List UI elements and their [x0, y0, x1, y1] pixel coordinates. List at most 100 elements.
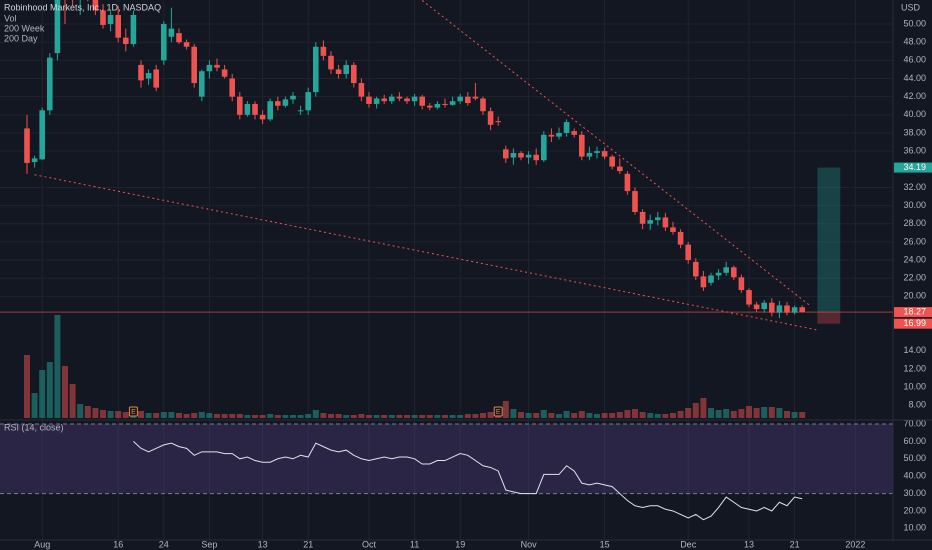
- volume-bar: [632, 409, 638, 418]
- candle-body: [753, 304, 760, 310]
- volume-bar: [259, 415, 266, 418]
- candle-body: [351, 64, 357, 84]
- candle-body: [100, 10, 106, 25]
- candle-body: [639, 211, 646, 224]
- candle-body: [586, 152, 593, 157]
- volume-bar: [480, 413, 486, 418]
- candle-body: [259, 114, 266, 120]
- candle-body: [54, 0, 61, 54]
- volume-bar: [335, 414, 342, 418]
- volume-bar: [624, 410, 631, 418]
- y-tick-label: 48.00: [903, 37, 926, 47]
- volume-bar: [221, 414, 228, 418]
- y-tick-label: 14.00: [903, 345, 926, 355]
- candle-body: [389, 96, 395, 102]
- candle-body: [267, 101, 273, 120]
- volume-bar: [282, 415, 289, 418]
- x-tick-label: 21: [790, 539, 800, 549]
- candle-body: [579, 134, 585, 157]
- volume-bar: [601, 413, 608, 418]
- volume-bar: [381, 415, 388, 418]
- volume-bar: [715, 410, 722, 418]
- volume-bar: [685, 408, 692, 418]
- candle-body: [297, 110, 304, 112]
- volume-bar: [244, 415, 251, 418]
- candle-body: [449, 101, 456, 105]
- y-tick-label: 20.00: [903, 291, 926, 301]
- volume-bar: [328, 414, 334, 418]
- candle-body: [746, 290, 752, 305]
- volume-bar: [662, 414, 669, 418]
- candle-body: [320, 46, 327, 56]
- price-tag-label: 34.19: [903, 162, 926, 172]
- price-tag: [894, 307, 932, 318]
- y-tick-label: 30.00: [903, 200, 926, 210]
- volume-bar: [84, 406, 91, 418]
- volume-bar: [24, 355, 30, 418]
- volume-bar: [761, 407, 768, 418]
- candle-body: [601, 151, 608, 157]
- volume-bar: [373, 415, 380, 418]
- volume-bar: [654, 414, 661, 418]
- volume-bar: [176, 413, 182, 418]
- volume-bar: [791, 412, 798, 418]
- volume-bar: [39, 370, 46, 418]
- candle-body: [39, 110, 45, 160]
- y-tick-label: 44.00: [903, 73, 926, 83]
- volume-bar: [457, 415, 464, 418]
- volume-bar: [388, 415, 395, 418]
- volume-bar: [723, 409, 730, 418]
- volume-bar: [472, 414, 479, 418]
- candle-body: [138, 64, 144, 81]
- candle-body: [731, 267, 737, 278]
- candle-body: [244, 103, 251, 115]
- volume-bar: [586, 413, 593, 418]
- volume-bar: [312, 410, 319, 418]
- candle-body: [130, 14, 137, 45]
- volume-bar: [730, 411, 737, 418]
- volume-bar: [183, 414, 190, 418]
- candle-body: [632, 191, 638, 212]
- rsi-band: [0, 424, 893, 494]
- candle-body: [624, 173, 631, 192]
- volume-bar: [100, 410, 106, 418]
- candle-body: [487, 111, 494, 125]
- candle-body: [548, 134, 555, 137]
- indicator-label: 200 Week: [4, 23, 45, 33]
- volume-bar: [571, 413, 578, 418]
- volume-bar: [419, 415, 426, 418]
- candle-body: [533, 154, 539, 161]
- y-tick-label: 40.00: [903, 109, 926, 119]
- y-tick-label: 36.00: [903, 146, 926, 156]
- candle-body: [655, 217, 661, 221]
- volume-bar: [670, 413, 676, 418]
- indicator-label: 200 Day: [4, 33, 38, 43]
- y-tick-label: 38.00: [903, 127, 926, 137]
- candle-body: [715, 272, 722, 276]
- volume-bar: [138, 411, 144, 418]
- volume-bar: [594, 414, 600, 418]
- volume-bar: [556, 414, 562, 418]
- candle-body: [366, 96, 372, 104]
- candle-body: [411, 96, 418, 102]
- volume-bar: [533, 413, 540, 418]
- candle-body: [617, 166, 623, 172]
- event-badge: [128, 406, 138, 417]
- rsi-title: RSI (14, close): [4, 422, 64, 432]
- volume-bar: [639, 412, 646, 418]
- rsi-tick-label: 30.00: [903, 488, 926, 498]
- candle-body: [335, 69, 342, 74]
- x-tick-label: 11: [410, 539, 419, 549]
- volume-bar: [191, 413, 198, 418]
- volume-bar: [168, 412, 175, 418]
- volume-bar: [609, 413, 616, 418]
- candle-body: [434, 103, 441, 108]
- volume-bar: [404, 415, 410, 418]
- candle-body: [518, 152, 524, 158]
- volume-bar: [236, 414, 243, 418]
- volume-bar: [297, 415, 304, 418]
- x-tick-label: Aug: [34, 539, 50, 549]
- volume-bar: [502, 401, 509, 418]
- volume-bar: [578, 411, 585, 418]
- position-stop: [817, 312, 841, 324]
